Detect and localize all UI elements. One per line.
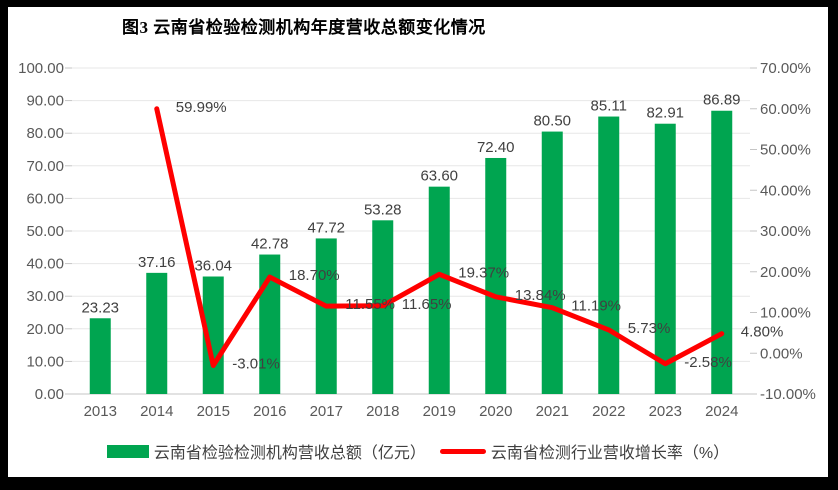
bar-2013 (89, 318, 111, 394)
x-axis-label: 2016 (253, 403, 286, 420)
right-axis-tick-label: 60.00% (760, 101, 811, 118)
bar-value-label: 53.28 (364, 201, 402, 218)
line-value-label: 11.55% (345, 296, 395, 313)
bar-value-label: 80.50 (533, 113, 571, 130)
bar-value-label: 42.78 (251, 236, 289, 253)
chart-title: 图3 云南省检验检测机构年度营收总额变化情况 (122, 18, 486, 37)
legend-item-growth: 云南省检测行业营收增长率（%） (439, 439, 730, 463)
left-axis-tick-label: 50.00 (26, 223, 64, 240)
x-axis-label: 2024 (705, 403, 738, 420)
x-axis-label: 2019 (423, 403, 456, 420)
left-axis-tick-label: 60.00 (26, 190, 64, 207)
x-axis-label: 2020 (479, 403, 512, 420)
line-value-label: 4.80% (741, 324, 784, 341)
legend-label-revenue: 云南省检验检测机构营收总额（亿元） (153, 445, 426, 462)
bar-2020 (485, 157, 507, 394)
line-value-label: -2.58% (684, 354, 732, 371)
x-axis-label: 2015 (197, 403, 230, 420)
chart-legend: 云南省检验检测机构营收总额（亿元） 云南省检测行业营收增长率（%） (8, 439, 828, 463)
left-axis-tick-label: 90.00 (26, 93, 64, 110)
bar-value-label: 37.16 (138, 254, 176, 271)
bar-value-label: 85.11 (591, 98, 627, 115)
right-axis-tick-label: 10.00% (760, 305, 811, 322)
bar-value-label: 72.40 (477, 139, 515, 156)
left-axis-tick-label: 10.00 (26, 353, 64, 370)
right-axis-tick-label: 70.00% (760, 60, 811, 77)
left-axis-tick-label: 70.00 (26, 158, 64, 175)
chart-canvas: 100.00 90.00 80.00 70.00 60.00 50.00 40.00 30.0… (18, 60, 816, 420)
right-axis-tick-label: 0.00% (760, 345, 803, 362)
legend-item-revenue: 云南省检验检测机构营收总额（亿元） (106, 439, 426, 463)
bar-value-label: 63.60 (420, 168, 458, 185)
bar-value-label: 36.04 (194, 258, 232, 275)
bar-2014 (146, 272, 168, 394)
x-axis-label: 2021 (536, 403, 569, 420)
right-axis-tick-label: 50.00% (760, 142, 811, 159)
bar-value-label: 82.91 (646, 105, 684, 122)
bar-2015 (202, 276, 224, 394)
bar-2017 (315, 238, 337, 394)
line-value-label: 19.37% (458, 264, 509, 281)
bar-value-label: 86.89 (703, 92, 741, 109)
bar-2022 (598, 116, 620, 395)
line-value-label: 11.19% (571, 298, 621, 315)
right-axis-tick-label: 40.00% (760, 182, 811, 199)
chart-paper: 图3 云南省检验检测机构年度营收总额变化情况 100.00 90.00 80.00 7… (8, 7, 828, 477)
x-axis-label: 2023 (649, 403, 682, 420)
x-axis-label: 2014 (140, 403, 173, 420)
bar-2024 (711, 110, 733, 395)
legend-label-growth: 云南省检测行业营收增长率（%） (490, 445, 730, 462)
left-axis-tick-label: 40.00 (26, 256, 64, 273)
x-axis-label: 2018 (366, 403, 399, 420)
bar-2023 (654, 123, 676, 394)
x-axis-label: 2017 (310, 403, 343, 420)
line-value-label: -3.01% (232, 356, 280, 373)
growth-line (154, 106, 725, 369)
bar-value-label: 23.23 (81, 299, 119, 316)
right-axis-tick-label: -10.00% (760, 386, 816, 403)
line-value-label: 5.73% (628, 320, 671, 337)
bar-2019 (428, 186, 450, 394)
left-axis-tick-label: 30.00 (26, 288, 64, 305)
line-value-label: 59.99% (176, 99, 227, 116)
left-axis-tick-label: 0.00 (35, 386, 64, 403)
line-series-swatch-icon (439, 448, 486, 454)
line-value-label: 11.65% (402, 296, 452, 313)
x-axis-label: 2022 (592, 403, 625, 420)
right-axis-tick-label: 30.00% (760, 223, 811, 240)
line-value-label: 13.84% (515, 287, 566, 304)
left-axis-tick-label: 20.00 (26, 321, 64, 338)
left-axis-tick-label: 80.00 (26, 125, 64, 142)
bar-2021 (541, 131, 563, 394)
right-axis-tick-label: 20.00% (760, 264, 811, 281)
line-value-label: 18.70% (289, 267, 340, 284)
bar-series-swatch-icon (106, 444, 149, 458)
x-axis-label: 2013 (84, 403, 117, 420)
left-axis-tick-label: 100.00 (18, 60, 64, 77)
bar-value-label: 47.72 (307, 219, 345, 236)
